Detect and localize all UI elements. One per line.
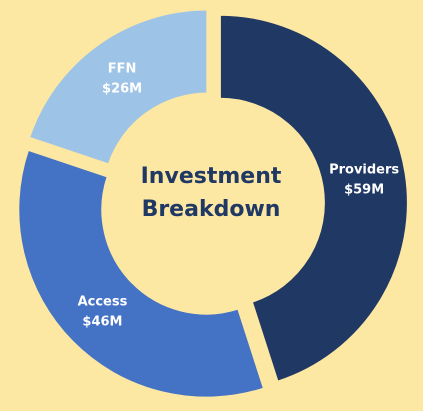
chart-title: Investment Breakdown: [140, 164, 282, 222]
value-label: $26M: [102, 81, 142, 96]
value-label: $46M: [82, 315, 122, 330]
slice-label: Providers: [329, 163, 399, 178]
donut-slice: [17, 148, 266, 399]
donut-slice: [218, 13, 409, 383]
value-label: $59M: [344, 183, 384, 198]
slice-label: Access: [78, 295, 128, 310]
slice-label: FFN: [108, 61, 137, 76]
donut-slice: [27, 8, 209, 166]
